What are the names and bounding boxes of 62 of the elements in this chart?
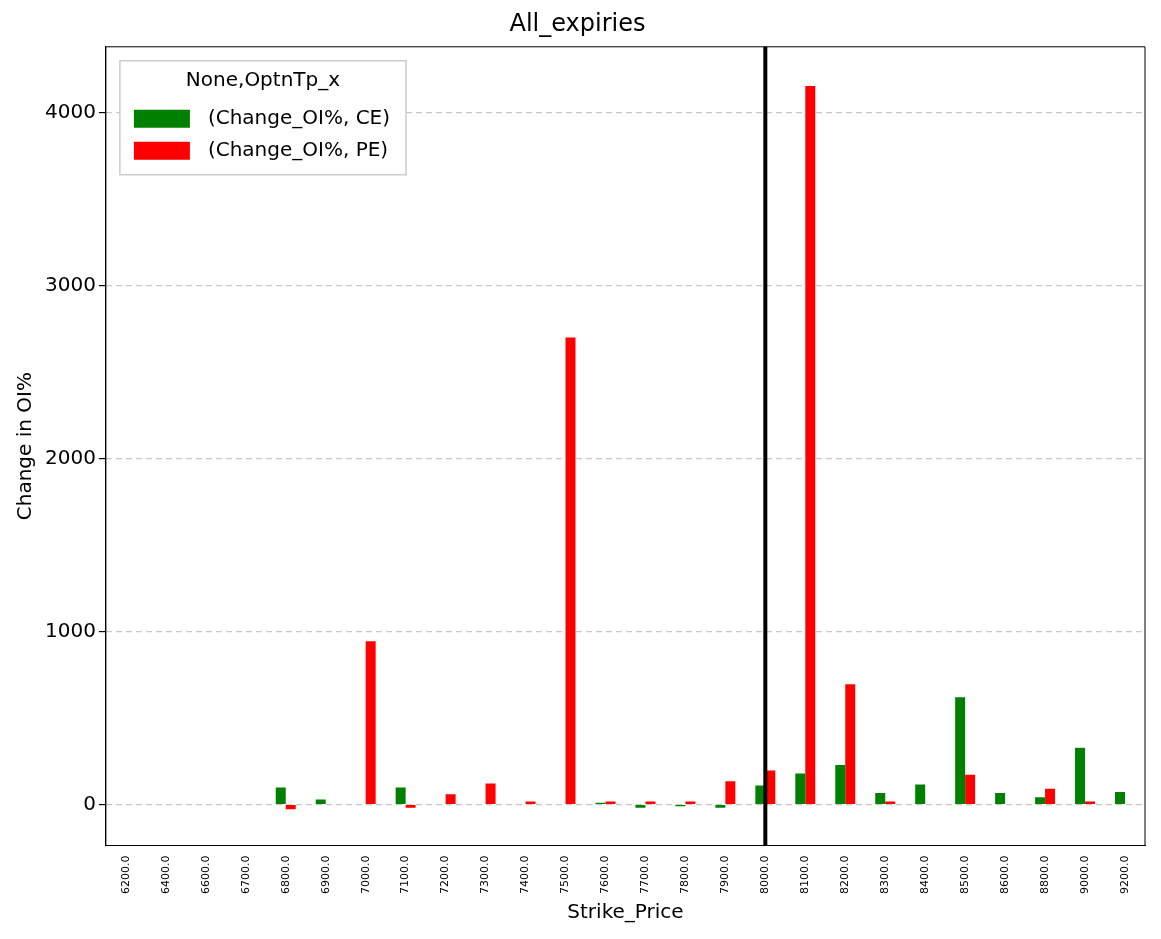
y-tick-label: 2000 bbox=[44, 444, 96, 469]
x-tick-label: 7400.0 bbox=[518, 855, 532, 895]
x-tick-label: 7200.0 bbox=[438, 855, 452, 895]
bar bbox=[845, 684, 856, 804]
x-tick-label: 8800.0 bbox=[1037, 855, 1051, 895]
x-tick-label: 8000.0 bbox=[758, 855, 772, 895]
bar bbox=[965, 774, 976, 804]
x-tick-label: 6600.0 bbox=[198, 855, 212, 895]
bar bbox=[835, 765, 846, 804]
y-tick-label: 1000 bbox=[44, 617, 96, 642]
legend-label: (Change_OI%, CE) bbox=[207, 105, 391, 129]
legend-title: None,OptnTp_x bbox=[185, 67, 341, 91]
bar bbox=[1075, 747, 1086, 804]
x-tick-label: 6900.0 bbox=[318, 855, 332, 895]
bar bbox=[445, 794, 456, 804]
y-tick-label: 3000 bbox=[44, 271, 96, 296]
x-tick-label: 7600.0 bbox=[598, 855, 612, 895]
x-tick-label: 8100.0 bbox=[798, 855, 812, 895]
x-tick-label: 6200.0 bbox=[118, 855, 132, 895]
bar bbox=[485, 783, 496, 804]
bar bbox=[395, 787, 406, 804]
bar bbox=[285, 805, 296, 810]
y-axis-title: Change in OI% bbox=[12, 372, 37, 521]
x-tick-label: 7100.0 bbox=[398, 855, 412, 895]
x-tick-label: 9200.0 bbox=[1117, 855, 1131, 895]
bar bbox=[875, 793, 886, 804]
bar bbox=[635, 805, 646, 808]
bar bbox=[365, 641, 376, 804]
bar bbox=[1045, 788, 1056, 804]
x-tick-label: 6700.0 bbox=[238, 855, 252, 895]
bar bbox=[955, 697, 966, 804]
x-tick-label: 8200.0 bbox=[838, 855, 852, 895]
x-tick-label: 8600.0 bbox=[997, 855, 1011, 895]
x-tick-label: 6800.0 bbox=[278, 855, 292, 895]
y-tick-label: 0 bbox=[83, 790, 96, 815]
x-tick-label: 7700.0 bbox=[638, 855, 652, 895]
bar bbox=[275, 787, 286, 804]
x-tick-label: 9000.0 bbox=[1077, 855, 1091, 895]
x-tick-label: 7500.0 bbox=[558, 855, 572, 895]
x-tick-label: 6400.0 bbox=[158, 855, 172, 895]
chart-title: All_expiries bbox=[509, 8, 646, 37]
x-tick-label: 8300.0 bbox=[878, 855, 892, 895]
legend-label: (Change_OI%, PE) bbox=[207, 137, 389, 161]
bar bbox=[995, 793, 1006, 804]
x-axis-title: Strike_Price bbox=[567, 899, 684, 924]
bar bbox=[1035, 797, 1046, 804]
bar bbox=[805, 85, 816, 804]
bar bbox=[405, 805, 416, 808]
bar bbox=[1115, 791, 1126, 804]
x-tick-label: 7800.0 bbox=[678, 855, 692, 895]
y-tick-label: 4000 bbox=[44, 98, 96, 123]
bar bbox=[915, 784, 926, 804]
bar bbox=[795, 773, 806, 804]
bar bbox=[715, 805, 726, 808]
bar bbox=[565, 337, 576, 804]
x-tick-label: 8400.0 bbox=[918, 855, 932, 895]
bar bbox=[725, 781, 736, 804]
x-tick-label: 7300.0 bbox=[478, 855, 492, 895]
bar bbox=[315, 799, 326, 804]
x-tick-label: 7000.0 bbox=[358, 855, 372, 895]
x-tick-label: 8500.0 bbox=[958, 855, 972, 895]
x-tick-label: 7900.0 bbox=[718, 855, 732, 895]
